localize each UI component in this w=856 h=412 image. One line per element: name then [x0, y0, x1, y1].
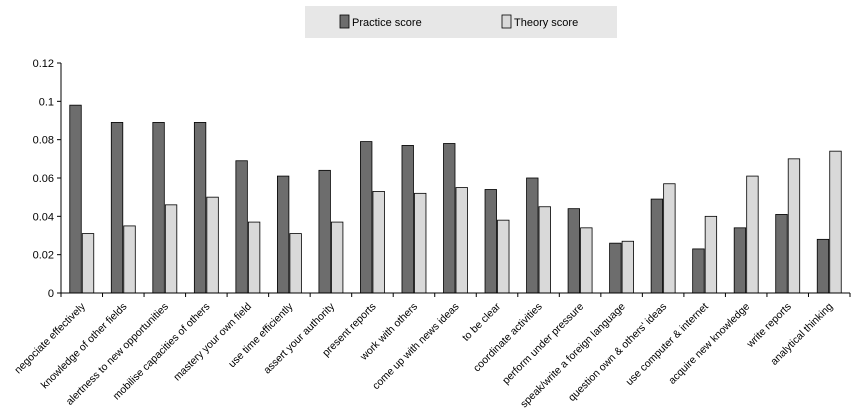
bar-theory-score-7	[331, 221, 344, 294]
x-category-label: come up with news ideas	[370, 301, 461, 392]
x-category-label: acquire new knowledge	[666, 301, 752, 387]
bars	[69, 104, 842, 294]
bar-practice-score-6	[276, 175, 290, 294]
bar-theory-score-3	[164, 204, 178, 294]
bar-practice-score-2	[110, 122, 124, 294]
legend-swatch-theory	[501, 14, 512, 29]
bar-theory-score-5	[247, 221, 261, 294]
x-category-label: coordinate activities	[471, 301, 545, 375]
bar-theory-score-19	[829, 150, 842, 294]
bar-practice-score-18	[775, 214, 788, 294]
bar-practice-score-12	[526, 177, 539, 294]
bar-theory-score-18	[787, 158, 801, 294]
bar-theory-score-12	[538, 206, 551, 294]
bar-theory-score-17	[746, 175, 759, 294]
legend-background	[305, 6, 617, 38]
bar-theory-score-16	[704, 215, 718, 294]
x-category-label: mastery your own field	[171, 301, 254, 384]
x-category-label: negociate effectively	[12, 300, 88, 376]
legend-swatch-practice	[339, 14, 350, 29]
bar-practice-score-10	[443, 143, 456, 294]
bar-practice-score-4	[193, 122, 207, 294]
bar-theory-score-13	[580, 227, 593, 294]
x-category-label: use computer & internet	[623, 301, 710, 388]
bar-theory-score-2	[123, 225, 136, 294]
legend-label-practice: Practice score	[352, 17, 422, 29]
bar-practice-score-11	[484, 189, 497, 294]
bar-practice-score-9	[401, 145, 414, 294]
bar-practice-score-8	[360, 141, 373, 294]
bar-practice-score-19	[816, 238, 830, 294]
y-tick-label: 0	[48, 288, 54, 300]
y-tick-label: 0.08	[33, 135, 54, 147]
bar-theory-score-14	[621, 240, 635, 294]
x-category-label: assert your authority	[261, 300, 337, 376]
bar-practice-score-13	[567, 208, 580, 294]
bar-practice-score-14	[609, 242, 622, 294]
bar-theory-score-6	[289, 233, 302, 294]
bar-theory-score-1	[81, 233, 95, 294]
y-axis: 0 0.02 0.04 0.06 0.08 0.1 0.12	[33, 58, 62, 300]
bar-practice-score-3	[152, 122, 165, 294]
bar-practice-score-7	[318, 169, 331, 294]
bar-theory-score-4	[206, 196, 219, 294]
bar-practice-score-5	[235, 160, 248, 294]
bar-practice-score-15	[650, 198, 664, 294]
bar-theory-score-10	[455, 187, 468, 294]
x-category-label: perform under pressure	[500, 301, 586, 387]
y-tick-label: 0.12	[33, 58, 54, 70]
bar-practice-score-17	[733, 227, 747, 294]
legend-label-theory: Theory score	[514, 17, 578, 29]
bar-theory-score-15	[663, 183, 676, 294]
x-category-label: to be clear	[460, 300, 504, 344]
bar-practice-score-16	[692, 248, 705, 294]
y-tick-label: 0.06	[33, 173, 54, 185]
legend: Practice score Theory score	[305, 6, 617, 38]
y-tick-label: 0.1	[39, 96, 54, 108]
bar-theory-score-9	[414, 192, 427, 294]
bar-practice-score-1	[69, 104, 82, 294]
bar-theory-score-8	[372, 191, 385, 294]
y-tick-label: 0.02	[33, 250, 54, 262]
y-tick-label: 0.04	[33, 211, 54, 223]
bar-theory-score-11	[497, 219, 510, 294]
